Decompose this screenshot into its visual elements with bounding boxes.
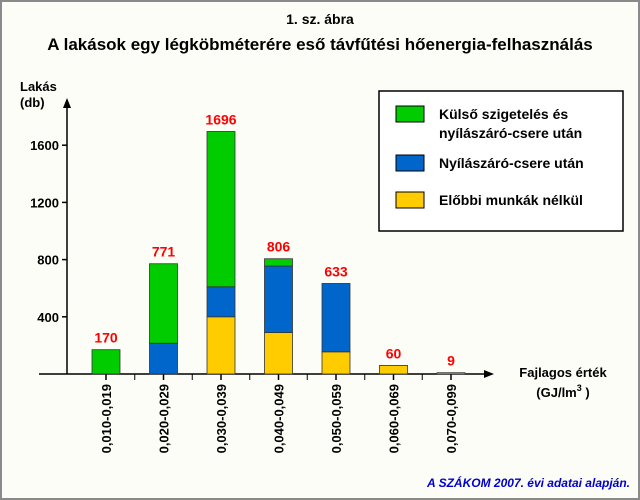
bar-total-label: 170: [94, 330, 118, 346]
total-labels: 170 771 1696 806 633 60 9: [94, 111, 455, 368]
legend-label: Nyílászáró-csere után: [439, 155, 584, 171]
bars: [91, 131, 466, 375]
x-tick-label: 0,020-0,029: [157, 384, 172, 453]
y-tick-label: 800: [37, 253, 59, 268]
bar-total-label: 771: [152, 244, 176, 260]
x-axis-arrow: [484, 370, 494, 378]
y-tick-label: 400: [37, 310, 59, 325]
x-axis-unit-text: (GJ/lm: [536, 385, 576, 400]
figure-label: 1. sz. ábra: [286, 11, 354, 27]
bar-segment: [149, 263, 178, 344]
chart-title: A lakások egy légköbméterére eső távfűté…: [47, 35, 592, 54]
y-axis-label: (db): [20, 95, 45, 110]
bar-segment: [206, 286, 236, 318]
bar-segment: [149, 342, 178, 375]
legend-swatch: [395, 105, 425, 123]
legend-label: Külső szigetelés és: [439, 106, 568, 122]
bar-total-label: 1696: [205, 111, 236, 127]
x-tick-label: 0,030-0,039: [214, 384, 229, 453]
bar-total-label: 9: [447, 353, 455, 369]
bar-segment: [321, 351, 351, 375]
bar-segment: [264, 265, 293, 333]
bar-total-label: 806: [267, 239, 291, 255]
x-axis-label: Fajlagos érték: [519, 365, 607, 380]
x-axis-unit-close: ): [582, 385, 590, 400]
legend-swatch: [395, 154, 425, 172]
bar-total-label: 633: [324, 263, 348, 279]
x-axis-unit: (GJ/lm3 ): [536, 383, 589, 400]
y-tick-label: 1200: [30, 195, 59, 210]
bar-segment: [436, 372, 466, 375]
y-axis-arrow: [63, 98, 71, 108]
bar-segment: [379, 365, 408, 375]
x-axis-unit-superscript: 3: [577, 383, 582, 393]
bar-total-label: 60: [386, 345, 402, 361]
legend-label: nyílászáró-csere után: [439, 125, 582, 141]
y-axis-label: Lakás: [20, 79, 57, 94]
legend: Külső szigetelés és nyílászáró-csere után…: [378, 90, 624, 232]
bar-segment: [91, 349, 121, 375]
legend-swatch: [395, 191, 425, 209]
bar-segment: [206, 131, 236, 288]
bar-segment: [264, 258, 293, 267]
x-tick-label: 0,060-0,069: [387, 384, 402, 453]
x-tick-label: 0,010-0,019: [99, 384, 114, 453]
y-tick-label: 1600: [30, 138, 59, 153]
bar-segment: [321, 283, 351, 353]
bar-segment: [264, 332, 293, 375]
source-note: A SZÁKOM 2007. évi adatai alapján.: [426, 475, 630, 490]
x-tick-label: 0,070-0,099: [444, 384, 459, 453]
x-tick-label: 0,050-0,059: [329, 384, 344, 453]
legend-label: Előbbi munkák nélkül: [439, 192, 583, 208]
x-tick-label: 0,040-0,049: [272, 384, 287, 453]
bar-segment: [206, 316, 236, 375]
axes: Lakás(db) 400 800 1200 1600 0,010-0,019 0,020-…: [20, 79, 607, 453]
